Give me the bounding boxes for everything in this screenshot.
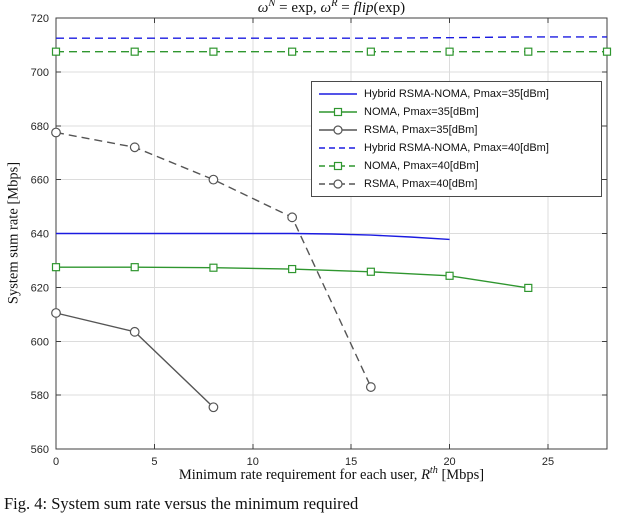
text-segment: N (268, 0, 276, 9)
series-line-hybrid-40 (56, 36, 607, 39)
legend: Hybrid RSMA-NOMA, Pmax=35[dBm] NOMA, Pmax… (311, 81, 602, 197)
marker-circle-rsma-40 (365, 382, 376, 392)
legend-line-sample (319, 107, 357, 117)
x-tick-label: 5 (151, 456, 157, 468)
y-tick-label: 600 (31, 336, 49, 348)
marker-square-noma-35 (209, 263, 218, 272)
x-tick-label: 0 (53, 456, 59, 468)
text-segment: ω (320, 0, 332, 16)
text-segment: ω (257, 0, 269, 16)
series-line-hybrid-35 (56, 232, 450, 241)
marker-circle-rsma-40 (208, 174, 219, 185)
text-segment: R (421, 467, 430, 483)
text-segment: R (331, 0, 338, 9)
marker-square-noma-35 (445, 271, 454, 280)
text-segment: = exp, (275, 0, 321, 16)
text-segment: [Mbps] (437, 467, 485, 483)
x-tick-label: 15 (345, 456, 357, 468)
y-axis-label: System sum rate [Mbps] (5, 161, 22, 305)
legend-line-sample (319, 147, 357, 149)
legend-label: Hybrid RSMA-NOMA, Pmax=40[dBm] (364, 142, 549, 154)
y-tick-label: 720 (31, 13, 49, 25)
marker-circle-rsma-35 (208, 402, 219, 413)
marker-square-noma-35 (51, 263, 61, 272)
text-segment: = (337, 0, 354, 16)
marker-circle-rsma-40 (129, 142, 140, 153)
marker-square-noma-40 (366, 47, 375, 56)
chart-title: ωN = exp, ωR = flip(exp) (56, 0, 607, 17)
text-segment: Minimum rate requirement for each user, (178, 467, 422, 483)
x-tick-label: 10 (247, 456, 259, 468)
legend-item-hybrid-40: Hybrid RSMA-NOMA, Pmax=40[dBm] (312, 139, 601, 157)
x-tick-label: 20 (443, 456, 455, 468)
y-tick-label: 680 (31, 121, 49, 133)
y-tick-label: 560 (31, 444, 49, 456)
marker-circle-rsma-35 (51, 308, 61, 318)
legend-line-sample (319, 161, 357, 171)
legend-label: NOMA, Pmax=40[dBm] (364, 160, 479, 172)
marker-square-noma-35 (524, 283, 533, 293)
marker-square-noma-40 (51, 47, 61, 56)
text-segment: th (429, 465, 438, 477)
marker-square-noma-35 (366, 267, 375, 276)
legend-label: RSMA, Pmax=35[dBm] (364, 124, 478, 136)
marker-square-noma-40 (524, 47, 533, 56)
y-tick-label: 580 (31, 390, 49, 402)
text-segment: (exp) (373, 0, 406, 16)
legend-line-sample (319, 179, 357, 189)
marker-square-noma-35 (288, 264, 297, 274)
marker-square-noma-35 (130, 263, 139, 272)
marker-square-noma-40 (602, 47, 612, 56)
y-tick-label: 620 (31, 282, 49, 294)
legend-item-hybrid-35: Hybrid RSMA-NOMA, Pmax=35[dBm] (312, 85, 601, 103)
figure-caption: Fig. 4: System sum rate versus the minim… (4, 494, 359, 513)
x-tick-label: 25 (542, 456, 554, 468)
marker-square-noma-40 (288, 47, 297, 56)
marker-circle-rsma-40 (287, 212, 298, 223)
legend-line-sample (319, 125, 357, 135)
legend-item-noma-40: NOMA, Pmax=40[dBm] (312, 157, 601, 175)
text-segment: flip (353, 0, 374, 16)
marker-square-noma-40 (445, 47, 454, 56)
legend-line-sample (319, 93, 357, 95)
legend-label: NOMA, Pmax=35[dBm] (364, 106, 479, 118)
y-tick-label: 640 (31, 229, 49, 241)
series-line-rsma-40 (55, 131, 372, 388)
x-axis-label: Minimum rate requirement for each user, … (56, 465, 607, 484)
legend-item-noma-35: NOMA, Pmax=35[dBm] (312, 103, 601, 121)
marker-square-noma-40 (209, 47, 218, 56)
plot-svg: 0 5 10 15 20 25 560 580 600 620 640 660 680 700 720 (31, 13, 612, 468)
y-tick-label: 660 (31, 175, 49, 187)
legend-label: Hybrid RSMA-NOMA, Pmax=35[dBm] (364, 88, 549, 100)
marker-circle-rsma-40 (51, 127, 61, 138)
legend-item-rsma-40: RSMA, Pmax=40[dBm] (312, 175, 601, 193)
legend-label: RSMA, Pmax=40[dBm] (364, 178, 478, 190)
legend-item-rsma-35: RSMA, Pmax=35[dBm] (312, 121, 601, 139)
marker-square-noma-40 (130, 47, 139, 56)
marker-circle-rsma-35 (129, 326, 140, 337)
y-tick-label: 700 (31, 67, 49, 79)
